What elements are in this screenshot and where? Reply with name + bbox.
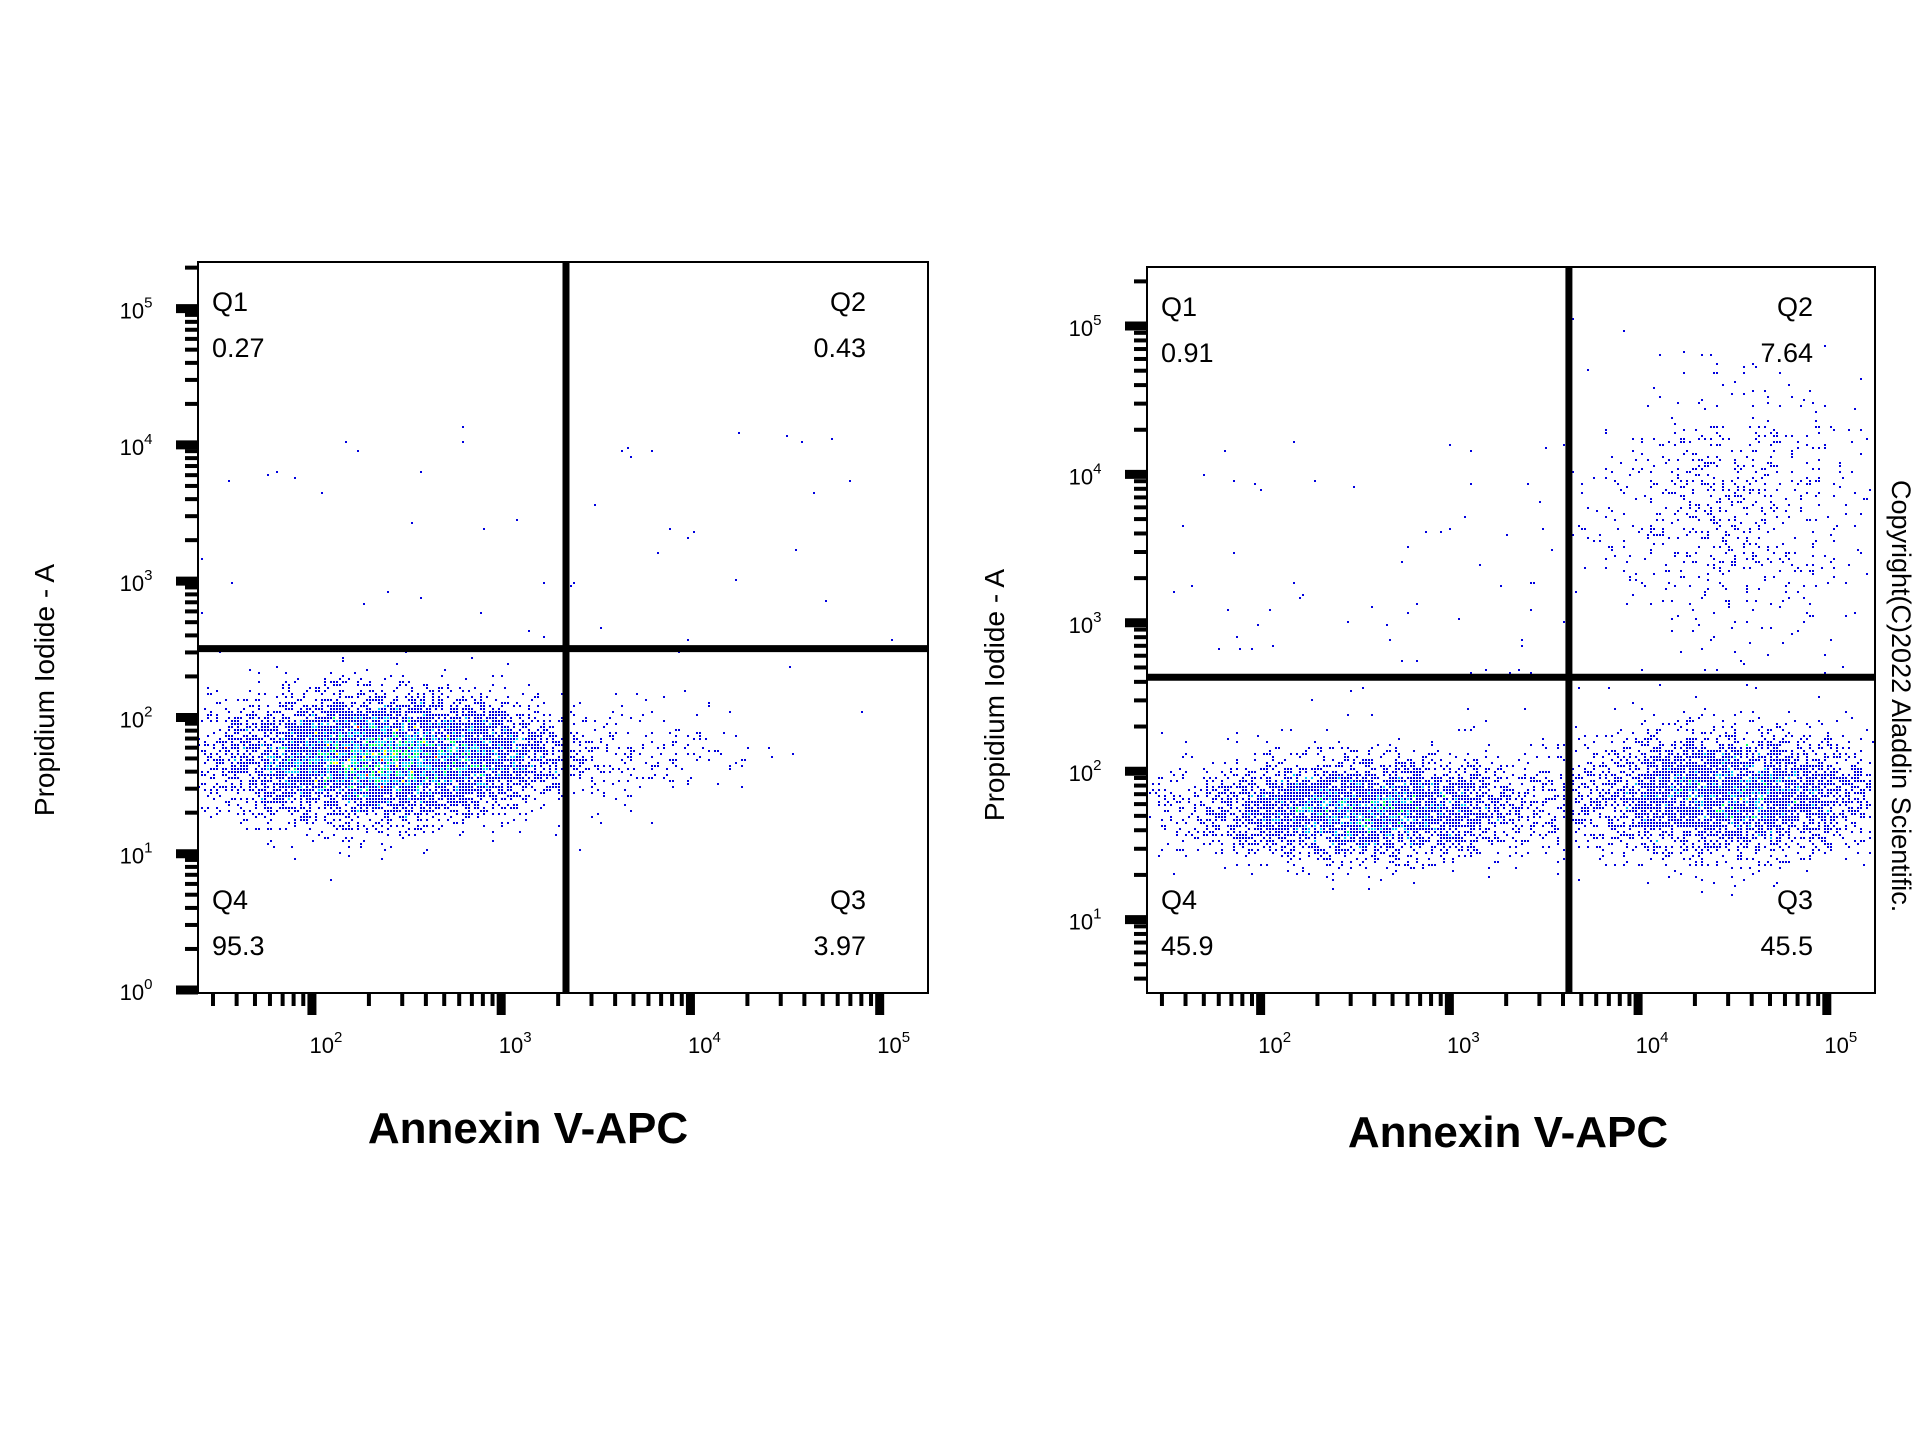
quadrant-name: Q3 — [830, 885, 866, 915]
quadrant-name: Q4 — [212, 885, 248, 915]
y-tick-label: 102 — [120, 703, 153, 732]
quadrant-name: Q1 — [212, 287, 248, 317]
y-tick-label: 105 — [120, 295, 153, 324]
y-tick-label: 103 — [1069, 609, 1102, 638]
y-tick-label: 104 — [120, 431, 153, 460]
plot-right-y-axis-title: Propidium Iodide - A — [979, 569, 1010, 821]
quadrant-name: Q1 — [1161, 292, 1197, 322]
plot-right-points — [1149, 318, 1874, 896]
y-tick-label: 102 — [1069, 757, 1102, 786]
plot-left: 102 103 104 105 100 101 102 103 104 105 Q1 0.27 Q2… — [29, 261, 929, 1153]
plot-left-x-axis: 102 103 104 105 — [210, 993, 910, 1058]
x-tick-label: 105 — [877, 1029, 910, 1058]
density-layer — [1149, 318, 1874, 896]
quadrant-percentage: 0.91 — [1161, 338, 1214, 368]
copyright-notice: Copyright(C)2022 Aladdin Scientific. — [1886, 480, 1916, 912]
density-layer — [1248, 753, 1829, 848]
quadrant-name: Q2 — [1777, 292, 1813, 322]
plot-left-x-axis-title: Annexin V-APC — [368, 1104, 688, 1153]
quadrant-percentage: 0.27 — [212, 333, 265, 363]
plot-left-y-axis: 100 101 102 103 104 105 — [120, 265, 198, 1005]
plot-left-quadrant-labels: Q1 0.27 Q2 0.43 Q3 3.97 Q4 95.3 — [212, 287, 866, 961]
x-tick-label: 103 — [499, 1029, 532, 1058]
quadrant-percentage: 0.43 — [813, 333, 866, 363]
quadrant-name: Q3 — [1777, 885, 1813, 915]
y-tick-label: 103 — [120, 567, 153, 596]
plot-left-y-axis-title: Propidium Iodide - A — [29, 564, 60, 816]
quadrant-percentage: 7.64 — [1760, 338, 1813, 368]
y-tick-label: 100 — [120, 976, 153, 1005]
density-layer — [201, 675, 737, 836]
x-tick-label: 104 — [1636, 1029, 1669, 1058]
density-layer — [1158, 423, 1871, 875]
y-tick-label: 104 — [1069, 460, 1102, 489]
density-layer — [234, 702, 557, 818]
quadrant-percentage: 45.9 — [1161, 931, 1214, 961]
plot-right-y-axis: 101 102 103 104 105 — [1069, 279, 1147, 981]
y-tick-label: 101 — [120, 840, 153, 869]
plot-right-quadrant-labels: Q1 0.91 Q2 7.64 Q3 45.5 Q4 45.9 — [1161, 292, 1813, 961]
y-tick-label: 101 — [1069, 906, 1102, 935]
x-tick-label: 104 — [688, 1029, 721, 1058]
plot-right: 102 103 104 105 101 102 103 104 105 Q1 0.91 Q2 7.6… — [979, 266, 1876, 1157]
density-layer — [198, 426, 893, 881]
x-tick-label: 102 — [1258, 1029, 1291, 1058]
plot-left-points — [198, 426, 893, 881]
quadrant-percentage: 45.5 — [1760, 931, 1813, 961]
x-tick-label: 103 — [1447, 1029, 1480, 1058]
x-tick-label: 105 — [1824, 1029, 1857, 1058]
y-tick-label: 105 — [1069, 312, 1102, 341]
quadrant-name: Q4 — [1161, 885, 1197, 915]
plot-left-gates — [198, 262, 928, 993]
quadrant-percentage: 95.3 — [212, 931, 265, 961]
x-tick-label: 102 — [310, 1029, 343, 1058]
quadrant-name: Q2 — [830, 287, 866, 317]
plot-right-x-axis-title: Annexin V-APC — [1348, 1108, 1668, 1157]
quadrant-percentage: 3.97 — [813, 931, 866, 961]
plot-right-frame — [1146, 266, 1876, 994]
plot-right-gates — [1147, 267, 1875, 993]
plot-right-x-axis: 102 103 104 105 — [1159, 993, 1857, 1058]
